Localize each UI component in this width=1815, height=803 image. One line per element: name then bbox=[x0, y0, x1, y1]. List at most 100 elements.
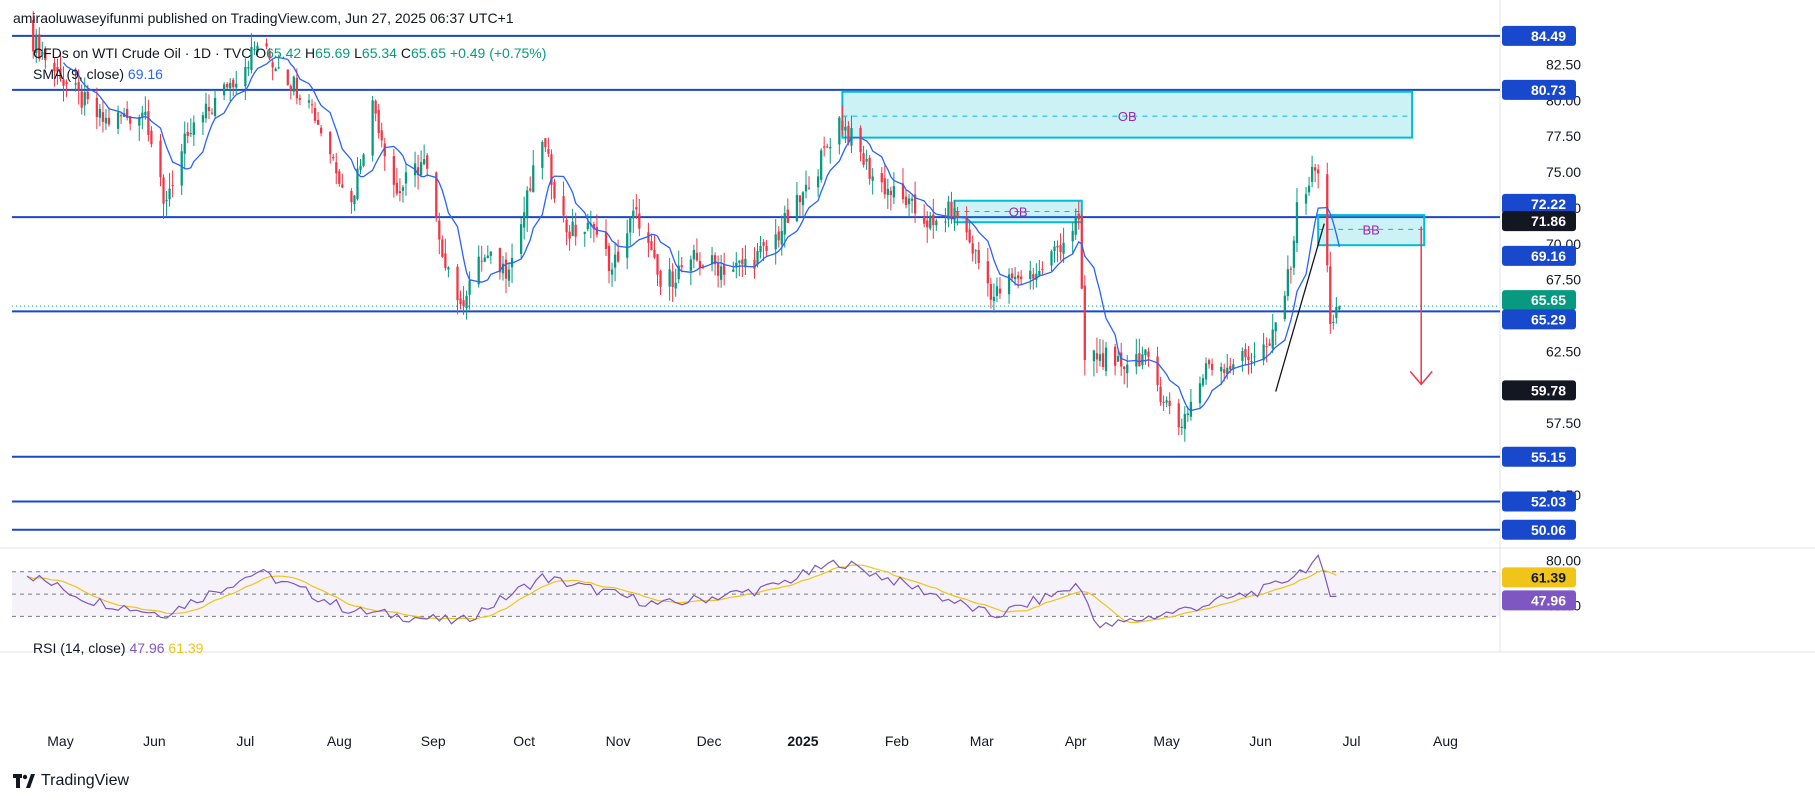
candle-body bbox=[732, 269, 735, 272]
candle-body bbox=[880, 173, 883, 183]
x-tick-label: Sep bbox=[421, 733, 446, 749]
candle-body bbox=[192, 122, 195, 135]
tradingview-brand[interactable]: TradingView bbox=[13, 772, 129, 790]
candle-body bbox=[650, 241, 653, 251]
candle-body bbox=[307, 100, 311, 103]
candle-body bbox=[801, 192, 805, 206]
candle-body bbox=[1104, 347, 1108, 372]
low-label: L bbox=[354, 45, 362, 61]
candle-body bbox=[777, 231, 780, 241]
candle-body bbox=[441, 239, 444, 257]
x-tick-label: Jul bbox=[236, 733, 254, 749]
candle-body bbox=[38, 34, 41, 59]
candle-body bbox=[553, 182, 556, 199]
candle-body bbox=[913, 194, 917, 214]
candle-body bbox=[1117, 356, 1120, 362]
candle-body bbox=[892, 186, 896, 198]
candle-body bbox=[807, 187, 811, 189]
price-label-bg bbox=[1502, 193, 1576, 214]
candle-body bbox=[162, 177, 165, 204]
candle-body bbox=[659, 270, 662, 287]
candle-body bbox=[859, 127, 862, 153]
candle-body bbox=[753, 259, 756, 269]
candle-body bbox=[1053, 246, 1056, 251]
candle-body bbox=[171, 184, 174, 186]
candle-body bbox=[435, 172, 438, 218]
x-tick-label: Dec bbox=[697, 733, 722, 749]
candle-body bbox=[829, 146, 832, 149]
candle-body bbox=[35, 34, 38, 54]
published-by: amiraoluwaseyifunmi published on Trading… bbox=[13, 10, 514, 26]
candle-body bbox=[465, 295, 468, 309]
candle-body bbox=[1165, 400, 1168, 403]
rsi-label: RSI (14, close) bbox=[33, 640, 126, 656]
candle-body bbox=[144, 111, 147, 116]
price-label: 71.86 bbox=[1531, 213, 1566, 229]
candle-body bbox=[519, 224, 523, 254]
candle-body bbox=[1186, 413, 1189, 415]
candle-body bbox=[356, 168, 359, 200]
candle-body bbox=[886, 188, 889, 195]
candle-body bbox=[1020, 276, 1023, 279]
x-tick-label: Feb bbox=[885, 733, 909, 749]
candle-body bbox=[1126, 364, 1129, 374]
candle-body bbox=[338, 171, 341, 184]
candle-body bbox=[226, 83, 229, 88]
price-label: 65.29 bbox=[1531, 311, 1566, 327]
candle-body bbox=[804, 184, 808, 192]
candle-body bbox=[377, 109, 380, 134]
candle-body bbox=[586, 222, 589, 230]
candle-body bbox=[816, 176, 820, 188]
x-tick-label: Aug bbox=[327, 733, 352, 749]
candle-body bbox=[295, 77, 299, 99]
candle-body bbox=[404, 172, 408, 184]
x-tick-label: May bbox=[1153, 733, 1179, 749]
candle-body bbox=[350, 190, 353, 203]
candle-body bbox=[101, 112, 105, 122]
open-value: 65.42 bbox=[266, 45, 302, 61]
x-tick-label: Jun bbox=[1249, 733, 1272, 749]
candle-body bbox=[1210, 363, 1214, 370]
candle-body bbox=[956, 211, 959, 218]
candle-body bbox=[298, 98, 302, 100]
candle-body bbox=[83, 92, 86, 106]
candle-body bbox=[1232, 364, 1235, 370]
candle-body bbox=[947, 201, 950, 220]
candle-body bbox=[907, 198, 911, 205]
candle-body bbox=[562, 196, 565, 216]
candle-body bbox=[1071, 230, 1074, 242]
candle-body bbox=[613, 254, 617, 268]
candle-body bbox=[692, 249, 696, 260]
candle-body bbox=[1314, 167, 1317, 171]
candle-body bbox=[741, 259, 744, 265]
candle-body bbox=[923, 216, 926, 224]
y-tick-label: 67.50 bbox=[1546, 272, 1581, 288]
candle-body bbox=[1295, 202, 1299, 243]
candle-body bbox=[1241, 351, 1244, 361]
candle-body bbox=[1304, 194, 1308, 204]
zone-label: OB bbox=[1009, 204, 1028, 219]
candle-body bbox=[610, 269, 614, 275]
candle-body bbox=[774, 234, 777, 250]
candle-body bbox=[1080, 215, 1083, 289]
candle-body bbox=[1083, 285, 1086, 360]
candle-body bbox=[1077, 213, 1080, 220]
candle-body bbox=[865, 158, 868, 162]
zone-box bbox=[841, 90, 1414, 139]
rsi-tick-label: 80.00 bbox=[1546, 553, 1581, 569]
price-label-bg bbox=[1502, 290, 1576, 311]
candle-body bbox=[416, 167, 420, 176]
y-tick-label: 77.50 bbox=[1546, 128, 1581, 144]
candle-body bbox=[953, 207, 956, 220]
candle-body bbox=[253, 48, 256, 50]
candle-body bbox=[526, 190, 529, 217]
candle-body bbox=[626, 233, 629, 258]
candle-body bbox=[65, 82, 68, 85]
x-tick-label: 2025 bbox=[787, 733, 818, 749]
candle-body bbox=[671, 271, 674, 287]
candle-body bbox=[392, 156, 395, 185]
sma-line bbox=[63, 56, 1341, 412]
candle-body bbox=[32, 20, 35, 52]
candle-body bbox=[1168, 400, 1171, 407]
